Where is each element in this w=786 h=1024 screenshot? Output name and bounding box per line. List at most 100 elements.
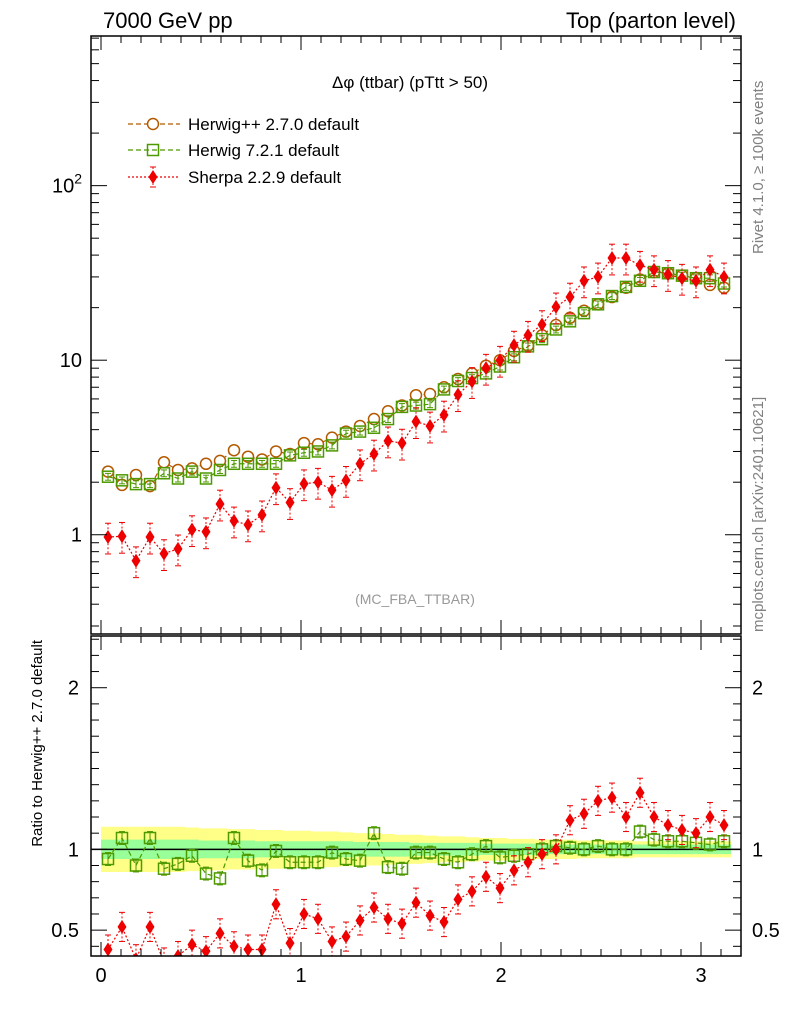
data-point-square [269, 457, 283, 471]
data-point-diamond [299, 476, 309, 491]
data-point-diamond [593, 269, 603, 284]
data-point-square [325, 846, 339, 859]
data-point-diamond [523, 328, 533, 343]
data-point-circle [227, 443, 241, 457]
ratio-panel: 0 1 2 3 0.5 0.5 1 1 2 2 Ratio to Herwig++ 2.7.0 d… [29, 635, 780, 987]
data-point-diamond [579, 806, 589, 821]
data-point-square [339, 427, 353, 440]
data-point-diamond [327, 934, 337, 949]
data-point-diamond [411, 895, 421, 910]
data-point-diamond [453, 892, 463, 907]
data-point-diamond [467, 884, 477, 899]
data-point-square [101, 470, 115, 483]
data-point-diamond [285, 495, 295, 510]
data-point-square [297, 856, 311, 869]
data-point-diamond [229, 513, 239, 528]
data-point-diamond [145, 919, 155, 934]
data-point-diamond [579, 273, 589, 288]
data-point-square [423, 846, 437, 859]
data-point-diamond [719, 818, 729, 833]
data-point-diamond [243, 517, 253, 532]
data-point-square [437, 383, 451, 396]
data-point-diamond [719, 269, 729, 284]
data-point-diamond [173, 541, 183, 556]
data-point-square [283, 449, 297, 462]
data-point-square [255, 864, 269, 877]
data-point-square [605, 289, 619, 303]
data-point-diamond [257, 507, 267, 522]
data-point-diamond [173, 949, 183, 956]
data-point-square [129, 477, 143, 491]
data-point-diamond [663, 818, 673, 833]
data-point-diamond [397, 916, 407, 931]
legend-label: Herwig 7.2.1 default [188, 141, 339, 160]
data-point-diamond [705, 810, 715, 825]
ratio-y-tick-label-right: 2 [752, 678, 763, 700]
data-point-circle [199, 457, 213, 471]
ratio-ylabel: Ratio to Herwig++ 2.7.0 default [29, 639, 46, 847]
data-point-diamond [649, 262, 659, 277]
data-point-square [409, 846, 423, 859]
x-tick-label: 1 [295, 965, 306, 987]
data-point-square [115, 474, 129, 487]
data-point-diamond [369, 900, 379, 915]
data-point-square [605, 843, 619, 856]
data-point-diamond [705, 262, 715, 277]
data-point-diamond [285, 936, 295, 951]
data-point-diamond [453, 387, 463, 402]
data-point-circle [157, 456, 171, 469]
data-point-circle [423, 387, 437, 401]
data-point-square [619, 843, 633, 856]
data-point-diamond [607, 251, 617, 266]
data-point-diamond [133, 952, 139, 956]
data-point-diamond [299, 906, 309, 921]
data-point-diamond [509, 338, 519, 353]
data-point-diamond [425, 418, 435, 433]
main-panel: 1 10 102 Δφ (ttbar) (pTtt > 50) (MC_FBA_TT… [52, 35, 742, 635]
data-point-diamond [355, 913, 365, 928]
data-point-diamond [677, 822, 687, 837]
data-point-square [353, 854, 367, 867]
data-point-diamond [201, 524, 211, 539]
data-point-diamond [565, 290, 575, 305]
data-point-square [577, 306, 591, 320]
data-point-diamond [215, 926, 225, 941]
data-point-diamond [383, 911, 393, 926]
data-point-diamond [621, 810, 631, 825]
data-point-square [577, 843, 591, 856]
y-tick-label: 1 [71, 525, 82, 547]
data-point-diamond [621, 251, 631, 266]
data-point-square [213, 463, 227, 477]
legend-label: Sherpa 2.2.9 default [188, 168, 341, 187]
data-point-diamond [439, 915, 449, 930]
ratio-y-tick-label-right: 0.5 [752, 920, 780, 942]
data-point-circle [171, 463, 185, 477]
data-point-diamond [537, 317, 547, 332]
data-point-diamond [677, 271, 687, 286]
data-point-square [451, 856, 465, 869]
data-point-square [269, 844, 283, 858]
data-point-diamond [159, 546, 169, 561]
data-point-diamond [369, 447, 379, 462]
data-point-circle [297, 436, 311, 450]
data-point-square [185, 465, 199, 478]
data-point-square [311, 856, 325, 869]
data-point-square [297, 446, 311, 459]
ratio-y-tick-label: 1 [68, 839, 79, 861]
data-point-diamond [425, 908, 435, 923]
data-point-diamond [103, 942, 113, 956]
data-point-diamond [607, 790, 617, 805]
data-point-square [185, 849, 199, 863]
data-point-square [115, 831, 129, 845]
data-point-square [395, 862, 409, 875]
data-point-diamond [355, 456, 365, 471]
data-point-diamond [523, 855, 533, 870]
ratio-frame [90, 635, 742, 957]
data-point-diamond [509, 863, 519, 878]
legend: Herwig++ 2.7.0 default Herwig 7.2.1 defau… [128, 115, 359, 188]
data-point-diamond [271, 480, 281, 495]
data-point-square [171, 472, 185, 485]
data-point-diamond [187, 937, 197, 952]
y-tick-label: 10 [60, 350, 82, 372]
